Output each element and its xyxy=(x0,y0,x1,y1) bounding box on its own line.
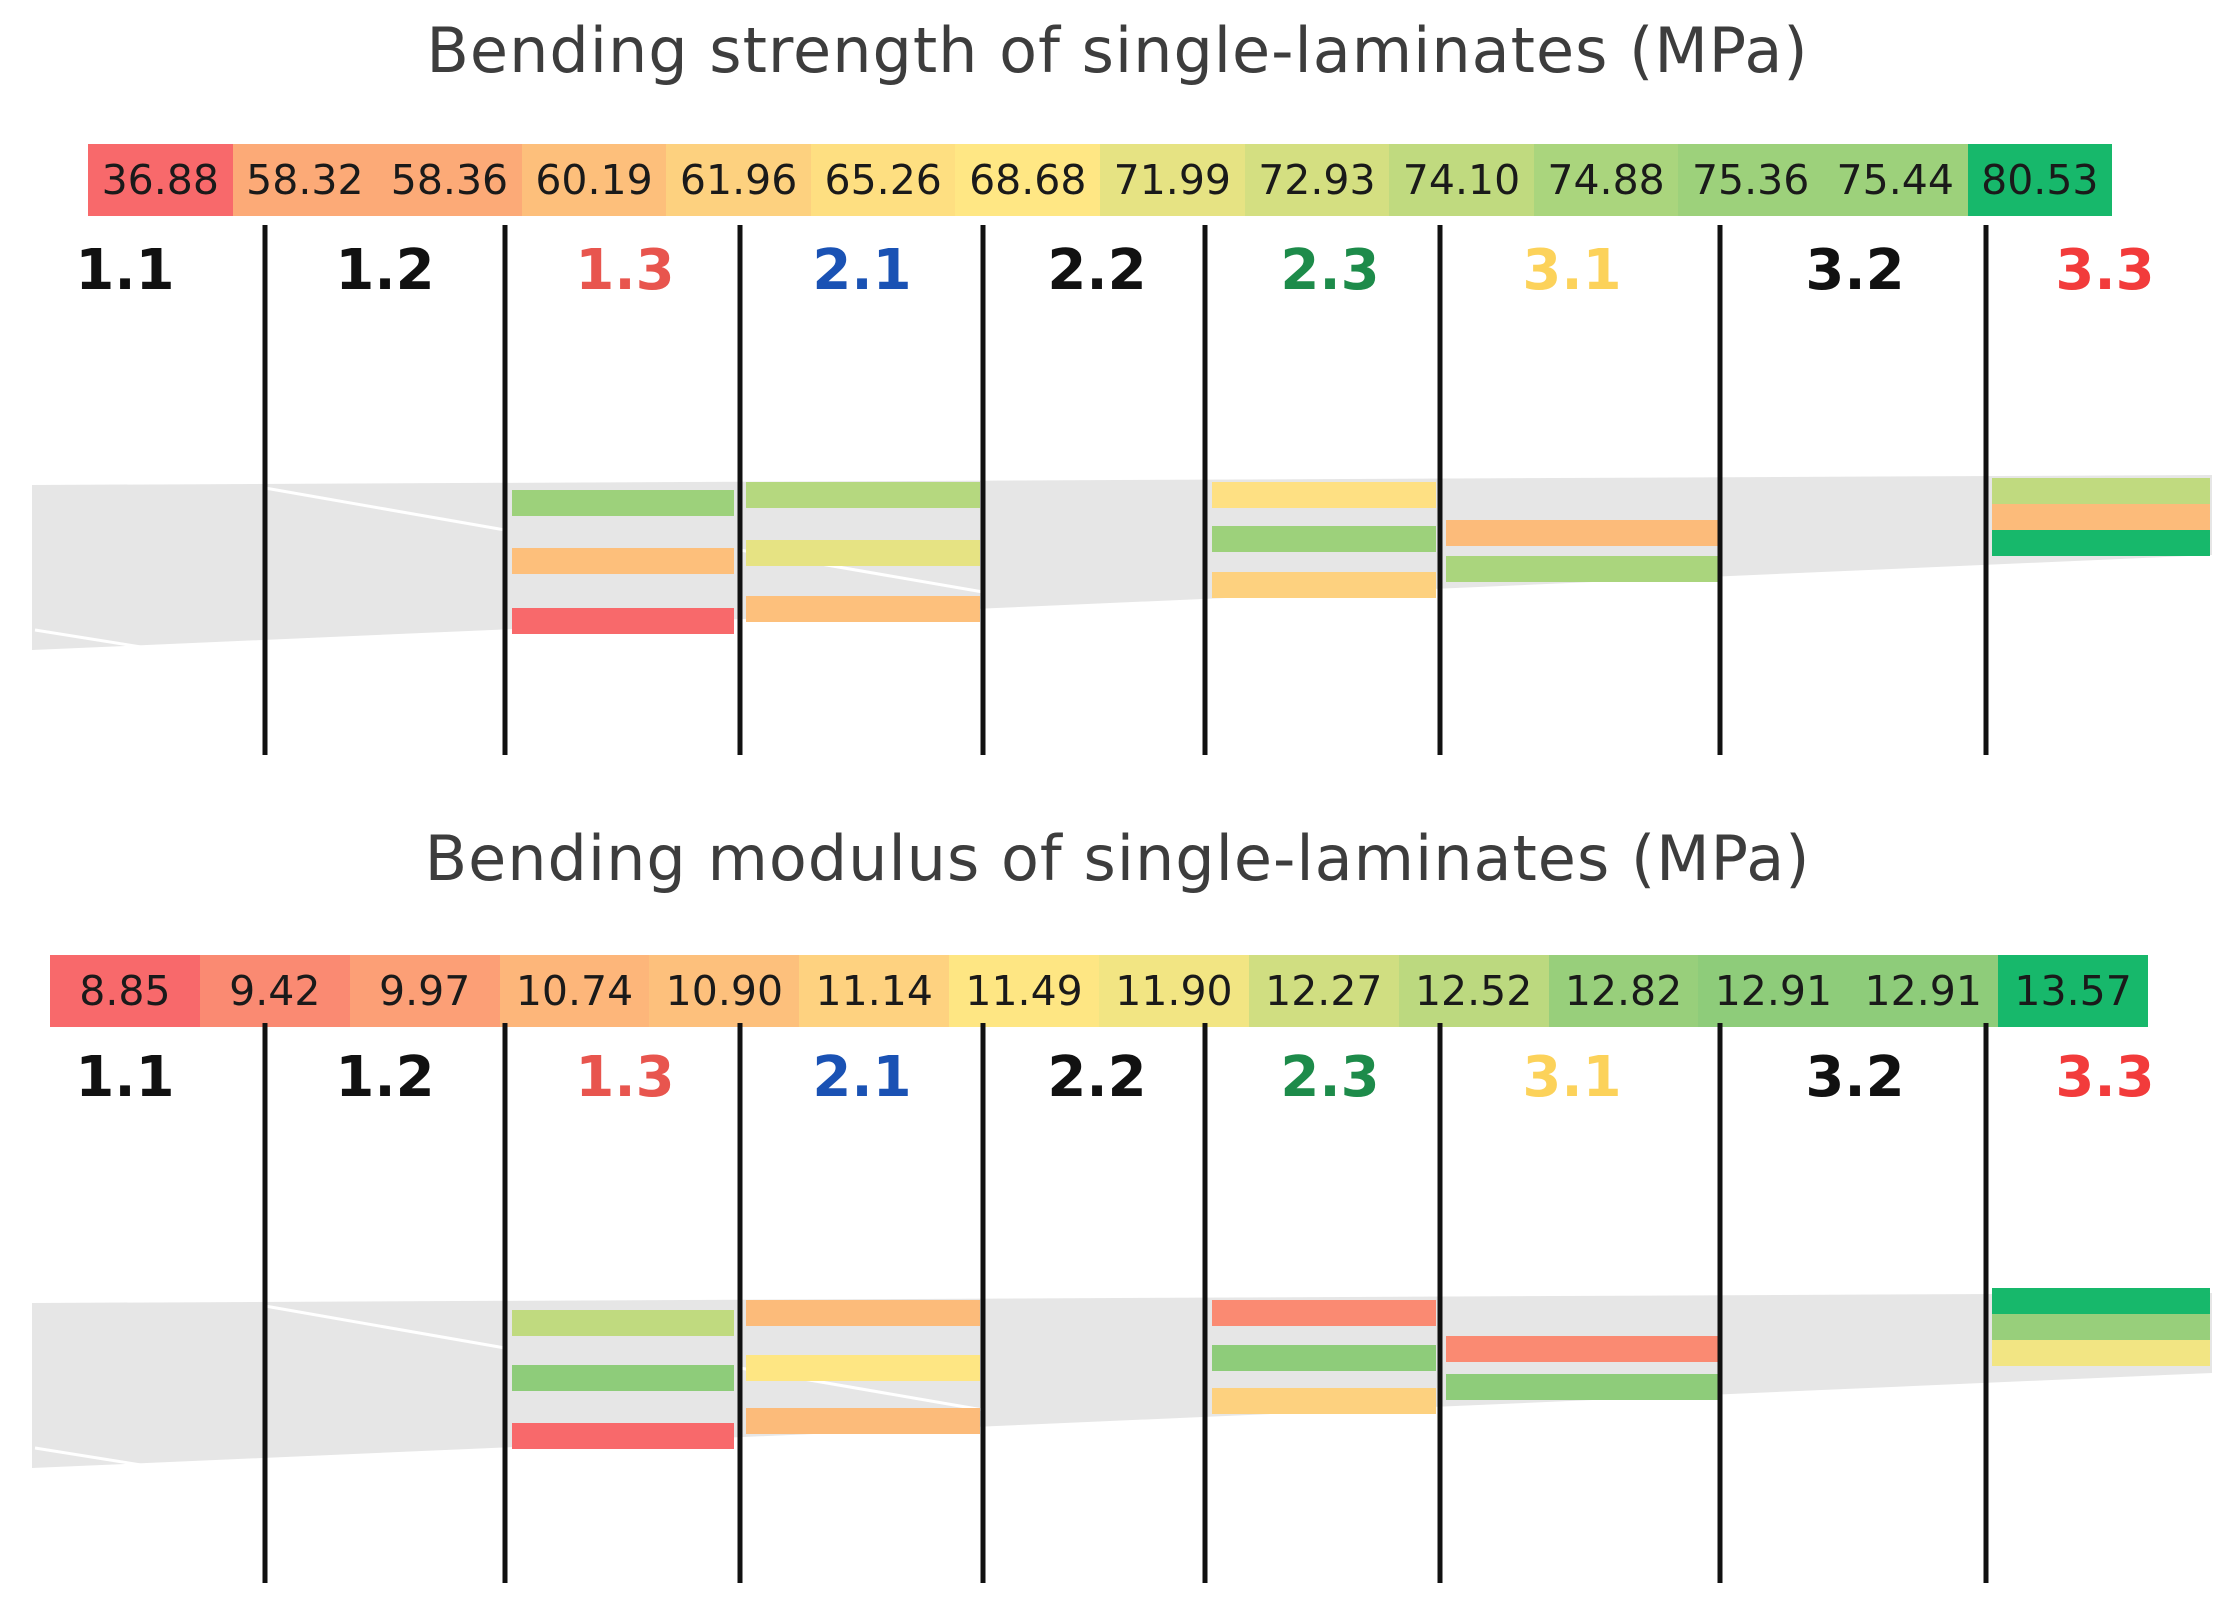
scale-cell: 10.74 xyxy=(499,955,650,1027)
scale-cell: 58.32 xyxy=(232,144,378,216)
scale-cell: 11.49 xyxy=(949,955,1100,1027)
scale-cell: 8.85 xyxy=(50,955,200,1027)
laminate-layer xyxy=(746,596,980,622)
laminate-layer xyxy=(746,540,980,566)
group-label: 3.2 xyxy=(1805,1045,1905,1110)
laminate-layer xyxy=(746,1355,980,1381)
scale-cell: 58.36 xyxy=(377,144,522,216)
laminate-layer xyxy=(746,1300,980,1326)
group-label: 1.1 xyxy=(75,1045,175,1110)
laminate-layer xyxy=(746,482,980,508)
laminate-layer xyxy=(1446,1336,1718,1362)
color-scale-bar: 36.88 58.32 58.36 60.19 61.96 65.26 68.68 71.99… xyxy=(88,144,2113,216)
laminate-layer xyxy=(512,548,734,574)
scale-cell: 74.10 xyxy=(1389,144,1534,216)
group-label: 1.2 xyxy=(335,1045,435,1110)
strength-panel: Bending strength of single-laminates (MP… xyxy=(0,0,2235,790)
scale-cell: 12.52 xyxy=(1398,955,1549,1027)
laminate-layer xyxy=(512,1365,734,1391)
scale-cell: 9.42 xyxy=(199,955,350,1027)
laminate-layer xyxy=(1992,504,2210,530)
laminate-layer xyxy=(1992,1314,2210,1340)
group-label: 1.3 xyxy=(575,238,675,303)
beam-edge-line xyxy=(264,486,506,532)
laminate-layer xyxy=(1212,1345,1436,1371)
laminate-layer xyxy=(1992,1340,2210,1366)
scale-cell: 72.93 xyxy=(1244,144,1390,216)
scale-cell: 36.88 xyxy=(88,144,233,216)
panel-title: Bending modulus of single-laminates (MPa… xyxy=(424,822,1811,895)
laminate-layer xyxy=(1212,1388,1436,1414)
scale-cell: 11.90 xyxy=(1099,955,1249,1027)
laminate-layer xyxy=(1212,572,1436,598)
laminate-layer xyxy=(512,608,734,634)
laminate-diagram xyxy=(32,1023,2212,1583)
laminate-layer xyxy=(1212,1300,1436,1326)
scale-cell: 61.96 xyxy=(666,144,811,216)
color-scale-bar: 8.85 9.42 9.97 10.74 10.90 11.14 11.49 11.90 12.… xyxy=(50,955,2149,1027)
group-label: 2.1 xyxy=(812,1045,912,1110)
group-label: 2.3 xyxy=(1280,1045,1380,1110)
laminate-layer xyxy=(1992,530,2210,556)
group-label: 3.3 xyxy=(2055,1045,2155,1110)
beam-edge-line xyxy=(34,628,161,652)
group-label: 2.3 xyxy=(1280,238,1380,303)
group-label: 2.1 xyxy=(812,238,912,303)
group-label: 2.2 xyxy=(1047,1045,1147,1110)
scale-cell: 12.91 xyxy=(1698,955,1849,1027)
scale-cell: 13.57 xyxy=(1998,955,2149,1027)
group-label: 1.3 xyxy=(575,1045,675,1110)
laminate-layer xyxy=(1992,478,2210,504)
laminate-diagram xyxy=(32,225,2212,755)
laminate-beam xyxy=(32,1293,2212,1468)
laminate-layer xyxy=(1446,1374,1718,1400)
laminate-layer xyxy=(512,490,734,516)
scale-cell: 9.97 xyxy=(349,955,500,1027)
laminate-layer xyxy=(1212,526,1436,552)
scale-cell: 71.99 xyxy=(1100,144,1245,216)
laminate-layer xyxy=(512,1310,734,1336)
scale-cell: 12.27 xyxy=(1248,955,1399,1027)
scale-cell: 75.44 xyxy=(1822,144,1968,216)
laminate-layer xyxy=(1212,482,1436,508)
scale-cell: 11.14 xyxy=(799,955,950,1027)
modulus-panel: Bending modulus of single-laminates (MPa… xyxy=(0,800,2235,1598)
scale-cell: 74.88 xyxy=(1533,144,1679,216)
group-label: 1.2 xyxy=(335,238,435,303)
group-label: 3.1 xyxy=(1522,238,1622,303)
scale-cell: 12.91 xyxy=(1848,955,1999,1027)
laminate-layer xyxy=(512,1423,734,1449)
laminate-layer xyxy=(746,1408,980,1434)
group-label: 3.1 xyxy=(1522,1045,1622,1110)
group-label: 2.2 xyxy=(1047,238,1147,303)
scale-cell: 80.53 xyxy=(1967,144,2113,216)
laminate-beam xyxy=(32,475,2212,650)
scale-cell: 60.19 xyxy=(521,144,667,216)
beam-edge-line xyxy=(34,1446,161,1470)
group-label: 3.3 xyxy=(2055,238,2155,303)
laminate-layer xyxy=(1446,556,1718,582)
panel-title: Bending strength of single-laminates (MP… xyxy=(426,14,1809,87)
scale-cell: 68.68 xyxy=(955,144,1101,216)
scale-cell: 75.36 xyxy=(1678,144,1823,216)
laminate-layer xyxy=(1446,520,1718,546)
scale-cell: 12.82 xyxy=(1548,955,1699,1027)
group-label: 3.2 xyxy=(1805,238,1905,303)
scale-cell: 65.26 xyxy=(810,144,956,216)
beam-edge-line xyxy=(264,1304,506,1350)
scale-cell: 10.90 xyxy=(649,955,800,1027)
laminate-layer xyxy=(1992,1288,2210,1314)
group-label: 1.1 xyxy=(75,238,175,303)
